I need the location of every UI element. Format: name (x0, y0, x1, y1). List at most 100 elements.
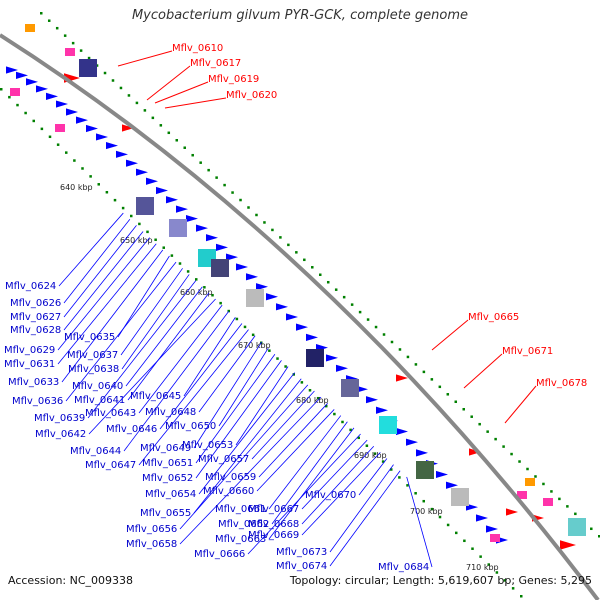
gc-dot (199, 161, 202, 164)
gc-dot (349, 428, 352, 432)
gc-dot (295, 251, 298, 254)
gene-label-blue: Mflv_0638 (68, 364, 119, 375)
gc-dot (63, 34, 67, 37)
leader-line (159, 323, 243, 430)
leader-line (179, 384, 309, 530)
gc-dot (326, 280, 330, 284)
gc-dot (48, 135, 52, 139)
gc-dot (487, 563, 490, 566)
marker-block (525, 478, 535, 486)
leader-line (271, 421, 348, 525)
gc-dot (105, 190, 109, 194)
leader-line (125, 286, 203, 387)
leader-line (193, 378, 302, 514)
gc-dot (162, 246, 165, 249)
leader-line (120, 268, 183, 356)
gene-arrow (469, 448, 481, 456)
gene-label-red: Mflv_0665 (468, 312, 519, 323)
gene-label-red: Mflv_0610 (172, 43, 223, 54)
gene-arrow (476, 514, 488, 522)
gc-dot (430, 378, 434, 381)
gc-dot (276, 357, 279, 360)
gene-arrow (296, 323, 308, 331)
gc-dot (130, 214, 133, 218)
feature-block (246, 289, 264, 307)
gene-arrow (96, 133, 108, 141)
gc-dot (65, 151, 68, 154)
gene-label-blue: Mflv_0674 (276, 561, 327, 572)
gene-label-blue: Mflv_0627 (10, 312, 61, 323)
gc-dot (574, 512, 577, 516)
gc-dot (154, 238, 157, 242)
leader-line (65, 261, 177, 402)
gc-dot (510, 452, 513, 456)
gene-arrow (106, 141, 118, 150)
gc-dot (207, 168, 210, 172)
gc-dot (47, 19, 51, 22)
gc-dot (138, 222, 141, 226)
genome-title: Mycobacterium gilvum PYR-GCK, complete g… (131, 8, 469, 23)
leader-line (138, 329, 249, 466)
gc-dot (471, 547, 474, 550)
leader-line (268, 415, 342, 510)
gc-dot (406, 484, 409, 487)
gene-label-blue: Mflv_0645 (130, 391, 181, 402)
gc-dot (175, 139, 179, 142)
gene-arrow (146, 177, 158, 185)
gc-dot (319, 273, 322, 276)
gc-dot (438, 385, 442, 389)
gene-arrow (206, 234, 218, 242)
leader-line (329, 464, 394, 553)
leader-line (123, 311, 230, 452)
feature-block (416, 461, 434, 479)
gene-arrow (136, 168, 148, 176)
gc-dot (121, 206, 125, 210)
gc-dot (119, 86, 123, 90)
leader-line (127, 292, 210, 401)
gc-dot (308, 389, 312, 392)
gc-dot (382, 333, 386, 336)
gc-dot (316, 396, 320, 400)
marker-block (65, 48, 75, 56)
gc-dot (40, 12, 43, 15)
gc-dot (186, 270, 190, 273)
gene-label-blue: Mflv_0684 (378, 562, 429, 573)
gene-arrow (6, 66, 18, 74)
gene-arrow (506, 508, 518, 516)
gc-dot (73, 159, 76, 162)
gene-arrow (36, 85, 48, 93)
gene-arrow (396, 427, 408, 436)
gene-label-blue: Mflv_0637 (67, 350, 118, 361)
gc-dot (16, 103, 19, 107)
gc-dot (365, 444, 369, 447)
gene-arrow (16, 71, 28, 79)
gc-dot (598, 535, 600, 538)
gene-label-red: Mflv_0678 (536, 378, 587, 389)
leader-line (268, 427, 355, 540)
gene-arrow (66, 108, 78, 116)
gc-dot (325, 404, 328, 408)
gene-label-blue: Mflv_0626 (10, 298, 61, 309)
gc-dot (479, 555, 482, 558)
gene-label-red: Mflv_0619 (208, 74, 259, 85)
gc-dot (495, 571, 499, 574)
gene-arrow (166, 196, 178, 204)
leader-line (193, 341, 263, 449)
gene-labels: Mflv_0610 Mflv_0617 Mflv_0619 Mflv_0620 Mflv… (4, 43, 587, 573)
gc-dot (178, 262, 182, 265)
gc-dot (357, 436, 360, 440)
gc-dot (203, 286, 206, 289)
gc-dot (195, 278, 198, 281)
genome-backbone (0, 33, 600, 600)
gc-dot (170, 254, 174, 257)
gc-dot (183, 146, 186, 149)
gc-dot (342, 295, 346, 299)
gene-arrow (486, 525, 498, 533)
gc-dot (333, 412, 336, 416)
gc-dot (381, 460, 385, 463)
gc-dot (486, 430, 489, 433)
leader-line (146, 65, 191, 101)
feature-track (6, 24, 586, 550)
leader-line (329, 470, 401, 567)
leader-line (247, 433, 361, 555)
